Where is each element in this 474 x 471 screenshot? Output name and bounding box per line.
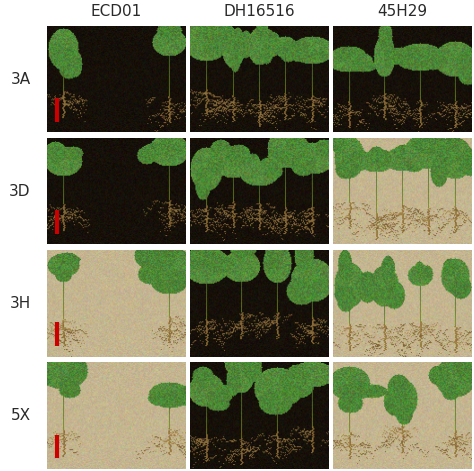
Text: 3A: 3A bbox=[11, 72, 31, 87]
Text: ECD01: ECD01 bbox=[91, 4, 142, 19]
Text: 45H29: 45H29 bbox=[377, 4, 428, 19]
Text: 5X: 5X bbox=[11, 408, 31, 423]
Text: DH16516: DH16516 bbox=[224, 4, 295, 19]
Text: 3H: 3H bbox=[9, 296, 31, 311]
Text: 3D: 3D bbox=[9, 184, 31, 199]
